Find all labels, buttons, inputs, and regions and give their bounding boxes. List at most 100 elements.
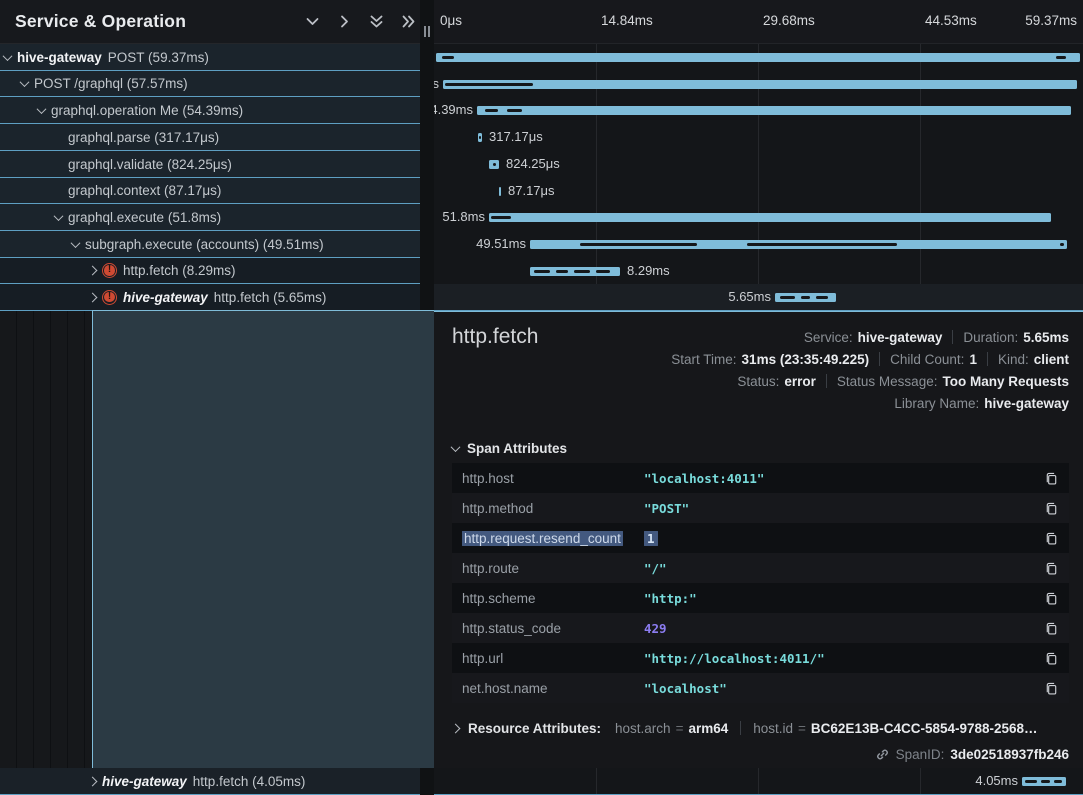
span-bar[interactable] [489, 213, 1051, 222]
copy-icon[interactable] [1044, 471, 1059, 486]
child-span-marker [445, 83, 533, 86]
child-span-marker [1056, 56, 1066, 59]
timeline-row[interactable]: 51.8ms [434, 204, 1083, 231]
span-tree-row[interactable]: http.fetch (8.29ms) [0, 258, 420, 284]
expand-chevron-icon[interactable] [71, 238, 81, 248]
span-detail-panel: http.fetch Service:hive-gatewayDuration:… [434, 311, 1083, 768]
selected-text: 1 [644, 531, 658, 546]
span-meta-line: Status:errorStatus Message:Too Many Requ… [737, 370, 1069, 392]
copy-icon[interactable] [1044, 681, 1059, 696]
chevron-down-icon[interactable] [304, 13, 321, 30]
resource-value: BC62E13B-C4CC-5854-9788-2568… [811, 721, 1038, 736]
span-bar[interactable] [1022, 777, 1066, 786]
tree-collapse-controls [304, 13, 417, 30]
span-tree-row[interactable]: graphql.validate (824.25μs) [0, 151, 420, 178]
span-bar[interactable] [530, 240, 1067, 249]
span-bar[interactable] [443, 80, 1077, 89]
span-meta-line: Library Name:hive-gateway [894, 392, 1069, 414]
span-operation-label: graphql.operation Me (54.39ms) [51, 103, 243, 118]
span-operation-label: graphql.parse (317.17μs) [68, 130, 219, 145]
span-tree-row[interactable]: hive-gatewayPOST (59.37ms) [0, 44, 420, 71]
span-bar[interactable] [775, 293, 836, 302]
span-attributes-header[interactable]: Span Attributes [452, 441, 567, 456]
panel-resize-handle[interactable] [423, 26, 431, 37]
attribute-row[interactable]: http.status_code429 [452, 613, 1069, 643]
expand-chevron-icon[interactable] [88, 292, 98, 302]
timeline-row[interactable]: 49.51ms [434, 231, 1083, 258]
expand-chevron-icon[interactable] [88, 776, 98, 786]
span-detail-title: http.fetch [452, 325, 538, 349]
chevrons-down-icon[interactable] [368, 13, 385, 30]
attribute-value: "localhost:4011" [644, 471, 1036, 486]
timeline-row[interactable]: 4.05ms [434, 768, 1083, 795]
span-meta-line: Service:hive-gatewayDuration:5.65ms [804, 326, 1069, 348]
attribute-row[interactable]: http.url"http://localhost:4011/" [452, 643, 1069, 673]
copy-icon[interactable] [1044, 591, 1059, 606]
error-icon [102, 263, 117, 278]
attribute-row[interactable]: http.scheme"http:" [452, 583, 1069, 613]
timeline-row[interactable]: 8.29ms [434, 258, 1083, 284]
span-bar[interactable] [478, 133, 482, 142]
resource-attributes-label[interactable]: Resource Attributes: [468, 721, 601, 736]
span-service-name: hive-gateway [102, 774, 187, 789]
chevron-right-icon[interactable] [336, 13, 353, 30]
span-tree-row[interactable]: POST /graphql (57.57ms) [0, 71, 420, 97]
attribute-value: "POST" [644, 501, 1036, 516]
expand-chevron-icon[interactable] [20, 77, 30, 87]
span-duration-label: 824.25μs [506, 156, 560, 171]
meta-value: error [784, 374, 816, 389]
span-operation-label: graphql.validate (824.25μs) [68, 157, 232, 172]
attribute-row[interactable]: http.host"localhost:4011" [452, 463, 1069, 493]
span-tree-row[interactable]: graphql.operation Me (54.39ms) [0, 97, 420, 124]
span-bar[interactable] [489, 160, 499, 169]
timeline-row[interactable]: 54.39ms [434, 97, 1083, 124]
span-id-value: 3de02518937fb246 [950, 747, 1069, 762]
attribute-row[interactable]: net.host.name"localhost" [452, 673, 1069, 703]
meta-separator [879, 352, 880, 366]
timeline-row[interactable]: 5.65ms [434, 284, 1083, 311]
span-bar[interactable] [436, 53, 1080, 62]
attribute-value: "http://localhost:4011/" [644, 651, 1036, 666]
attribute-row[interactable]: http.request.resend_count1 [452, 523, 1069, 553]
expand-chevron-icon[interactable] [37, 104, 47, 114]
child-span-marker [493, 163, 496, 166]
timeline-row[interactable]: 824.25μs [434, 151, 1083, 178]
span-operation-label: subgraph.execute (accounts) (49.51ms) [85, 237, 324, 252]
span-tree-row[interactable]: graphql.context (87.17μs) [0, 178, 420, 204]
copy-icon[interactable] [1044, 561, 1059, 576]
expand-chevron-icon[interactable] [3, 51, 13, 61]
copy-icon[interactable] [1044, 501, 1059, 516]
span-bar[interactable] [499, 187, 501, 196]
span-tree-row[interactable]: hive-gatewayhttp.fetch (5.65ms) [0, 284, 420, 311]
attribute-key: http.request.resend_count [462, 531, 644, 546]
span-tree-row[interactable]: hive-gatewayhttp.fetch (4.05ms) [0, 768, 420, 795]
span-operation-label: graphql.context (87.17μs) [68, 183, 221, 198]
equals-sign: = [798, 721, 806, 736]
span-bar[interactable] [477, 106, 1071, 115]
timeline-row[interactable]: 317.17μs [434, 124, 1083, 151]
span-operation-label: http.fetch (8.29ms) [123, 263, 236, 278]
attribute-key: http.scheme [462, 591, 644, 606]
timeline-row[interactable] [434, 44, 1083, 71]
span-tree-row[interactable]: graphql.execute (51.8ms) [0, 204, 420, 231]
child-span-marker [1054, 780, 1062, 783]
copy-icon[interactable] [1044, 621, 1059, 636]
copy-icon[interactable] [1044, 651, 1059, 666]
expand-chevron-icon[interactable] [54, 211, 64, 221]
span-bar[interactable] [530, 267, 620, 276]
chevrons-right-icon[interactable] [400, 13, 417, 30]
child-span-marker [801, 296, 810, 299]
timeline-row[interactable]: 57.57ms [434, 71, 1083, 97]
attribute-row[interactable]: http.route"/" [452, 553, 1069, 583]
timeline-row[interactable]: 87.17μs [434, 178, 1083, 204]
copy-icon[interactable] [1044, 531, 1059, 546]
chevron-right-icon[interactable] [452, 723, 460, 733]
indent-spacer [55, 187, 62, 194]
span-tree-row[interactable]: subgraph.execute (accounts) (49.51ms) [0, 231, 420, 258]
tree-panel-header: Service & Operation [0, 0, 420, 44]
link-icon[interactable] [875, 747, 890, 762]
attribute-row[interactable]: http.method"POST" [452, 493, 1069, 523]
meta-label: Library Name: [894, 396, 979, 411]
span-tree-row[interactable]: graphql.parse (317.17μs) [0, 124, 420, 151]
expand-chevron-icon[interactable] [88, 266, 98, 276]
